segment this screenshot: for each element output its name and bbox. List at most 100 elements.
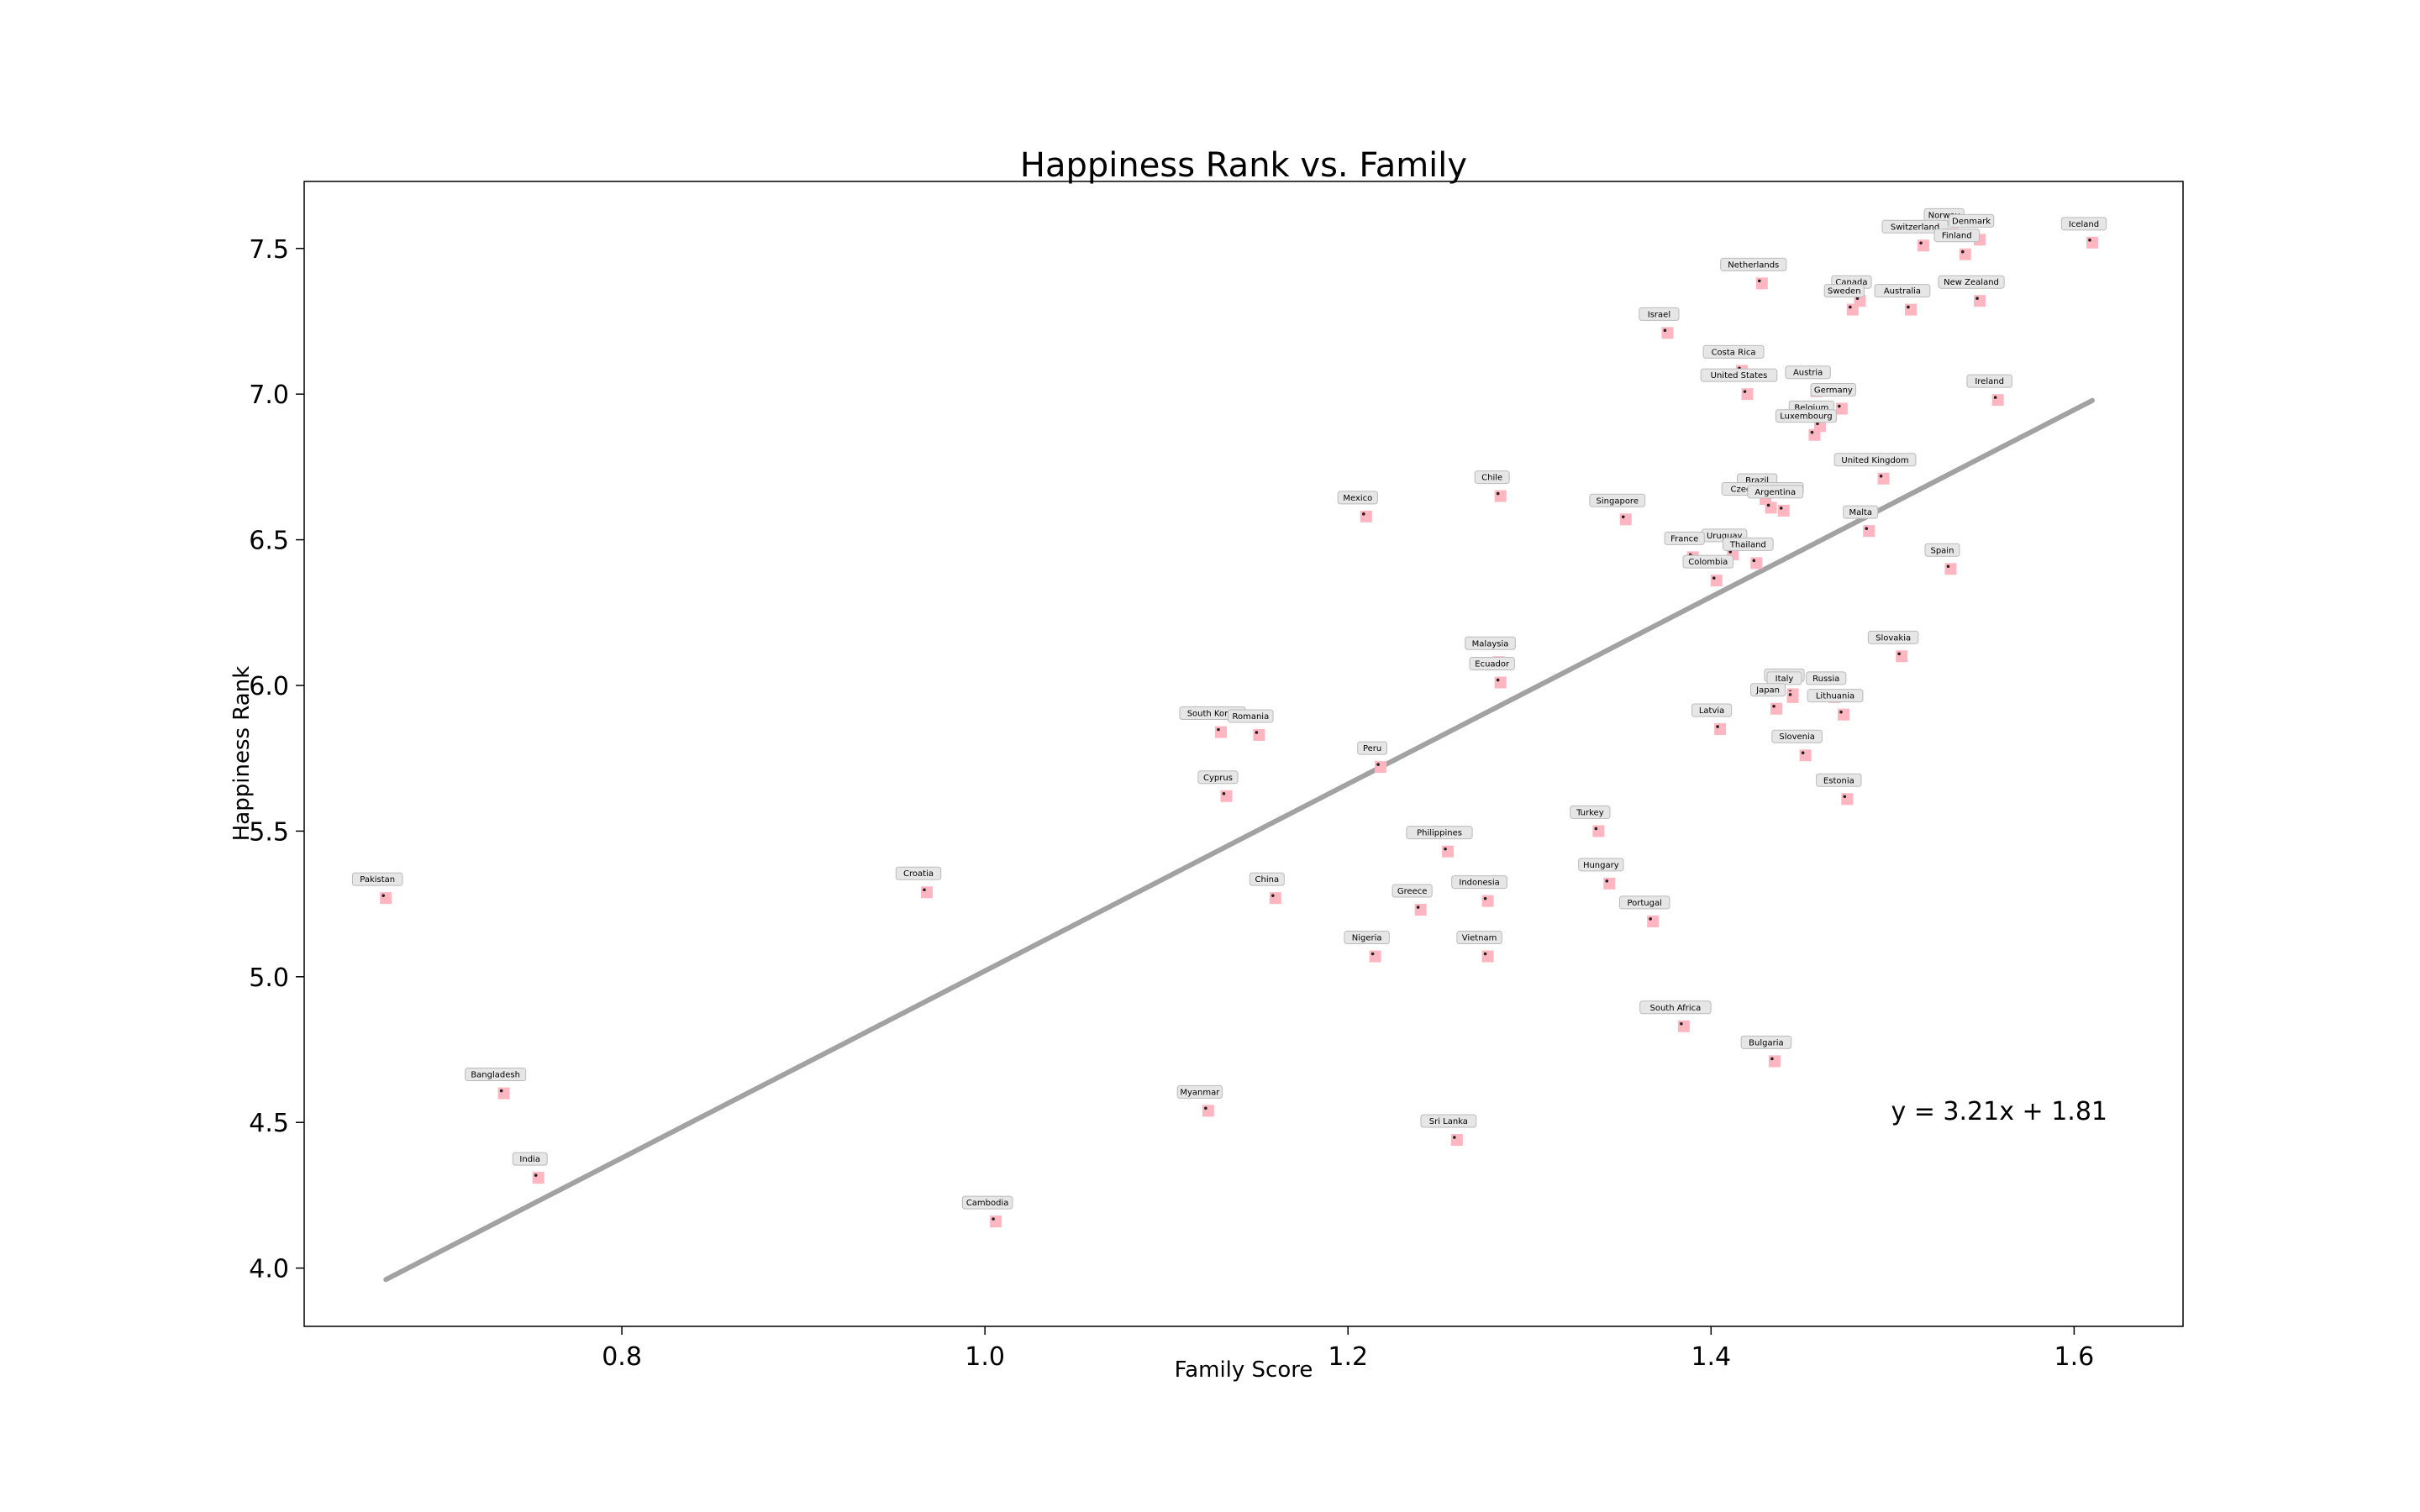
point-dot: [1816, 422, 1819, 426]
point-dot: [1839, 710, 1843, 714]
point-label: Ecuador: [1475, 660, 1510, 669]
point-label-box: [1639, 307, 1680, 321]
point-label: Switzerland: [1891, 223, 1939, 232]
point-dot: [1855, 297, 1860, 300]
point-label-box: [2060, 217, 2107, 231]
point-label: Cambodia: [966, 1199, 1009, 1208]
point-marker: [1786, 690, 1799, 703]
point-label-box: [1228, 709, 1274, 723]
data-point: United Kingdom: [1833, 453, 1917, 485]
point-label: Estonia: [1823, 776, 1854, 785]
point-dot: [1621, 515, 1625, 519]
point-marker: [1714, 723, 1727, 736]
point-dot: [1416, 906, 1420, 909]
point-label: Nigeria: [1352, 934, 1382, 943]
point-marker: [1647, 915, 1660, 927]
point-label-box: [1702, 344, 1765, 359]
point-label: Japan: [1755, 686, 1780, 696]
point-label-box: [1924, 543, 1960, 557]
point-label: Ireland: [1975, 377, 2004, 386]
point-label: Denmark: [1952, 217, 1991, 226]
point-dot: [1743, 390, 1747, 393]
point-marker: [1835, 402, 1848, 415]
point-label-box: [1700, 368, 1778, 382]
point-label: Romania: [1232, 712, 1269, 722]
point-label-box: [1451, 875, 1507, 890]
point-dot: [1946, 564, 1950, 569]
point-label: Sweden: [1828, 287, 1861, 297]
data-point: Indonesia: [1451, 875, 1507, 907]
point-dot: [1865, 527, 1869, 530]
data-point: Greece: [1392, 884, 1433, 916]
point-label-box: [1874, 284, 1931, 298]
point-dot: [1716, 725, 1719, 728]
chart-title: Happiness Rank vs. Family: [1020, 146, 1467, 185]
point-dot: [1907, 305, 1910, 309]
point-dot: [1843, 795, 1847, 799]
point-label: Colombia: [1688, 558, 1728, 567]
x-tick-label: 0.8: [602, 1342, 642, 1372]
point-label-box: [1933, 228, 1980, 243]
point-label-box: [1570, 805, 1611, 819]
point-dot: [1204, 1106, 1207, 1110]
point-label-box: [1664, 531, 1705, 545]
data-point: Peru: [1357, 741, 1388, 774]
point-label-box: [1465, 636, 1516, 650]
point-marker: [1846, 303, 1859, 316]
data-point: Sri Lanka: [1420, 1114, 1477, 1147]
point-dot: [1605, 879, 1609, 883]
x-tick-label: 1.0: [965, 1342, 1005, 1372]
point-label-box: [1833, 453, 1917, 467]
point-label-box: [1747, 485, 1804, 499]
data-point: Finland: [1933, 228, 1980, 260]
point-label-box: [1618, 895, 1670, 910]
point-label-box: [1197, 770, 1239, 785]
point-marker: [1991, 394, 2004, 407]
data-point: Spain: [1924, 543, 1960, 575]
point-dot: [1788, 693, 1792, 696]
point-label-box: [1785, 365, 1831, 380]
data-point: India: [512, 1152, 548, 1184]
point-label: United States: [1711, 371, 1768, 381]
point-marker: [1414, 904, 1427, 916]
point-label: Netherlands: [1728, 260, 1779, 270]
point-label: South Africa: [1650, 1004, 1702, 1013]
point-marker: [1808, 428, 1821, 441]
y-tick-label: 7.0: [249, 381, 289, 410]
data-point: Australia: [1874, 284, 1931, 316]
point-marker: [1360, 510, 1372, 522]
point-label: Malaysia: [1472, 639, 1509, 648]
point-dot: [1712, 576, 1716, 580]
point-label: Slovenia: [1779, 732, 1815, 742]
point-dot: [1217, 727, 1220, 732]
point-dot: [1772, 704, 1776, 708]
point-label: Turkey: [1576, 808, 1604, 817]
x-tick-label: 1.2: [1328, 1342, 1368, 1372]
point-label: Argentina: [1754, 488, 1796, 497]
point-dot: [1222, 791, 1226, 795]
point-marker: [1220, 790, 1233, 802]
trend-equation: y = 3.21x + 1.81: [1891, 1097, 2107, 1126]
y-tick-label: 6.5: [249, 527, 289, 556]
point-marker: [1944, 563, 1957, 575]
point-marker: [1603, 877, 1616, 890]
point-marker: [1202, 1105, 1214, 1117]
point-label-box: [1938, 275, 2005, 289]
point-label: Germany: [1814, 386, 1853, 396]
point-label: Austria: [1793, 369, 1823, 378]
point-label-box: [1816, 773, 1862, 787]
data-point: Portugal: [1618, 895, 1670, 927]
x-tick-label: 1.4: [1691, 1342, 1731, 1372]
point-dot: [499, 1089, 503, 1093]
point-marker: [497, 1087, 510, 1100]
data-point: China: [1249, 872, 1285, 905]
point-label-box: [961, 1195, 1013, 1210]
data-point: Slovenia: [1771, 729, 1823, 762]
point-label: Australia: [1884, 287, 1921, 297]
point-label-box: [1810, 383, 1857, 397]
data-point: Vietnam: [1456, 931, 1502, 963]
point-label: China: [1255, 875, 1280, 885]
point-dot: [1271, 894, 1275, 897]
point-marker: [1841, 793, 1854, 806]
